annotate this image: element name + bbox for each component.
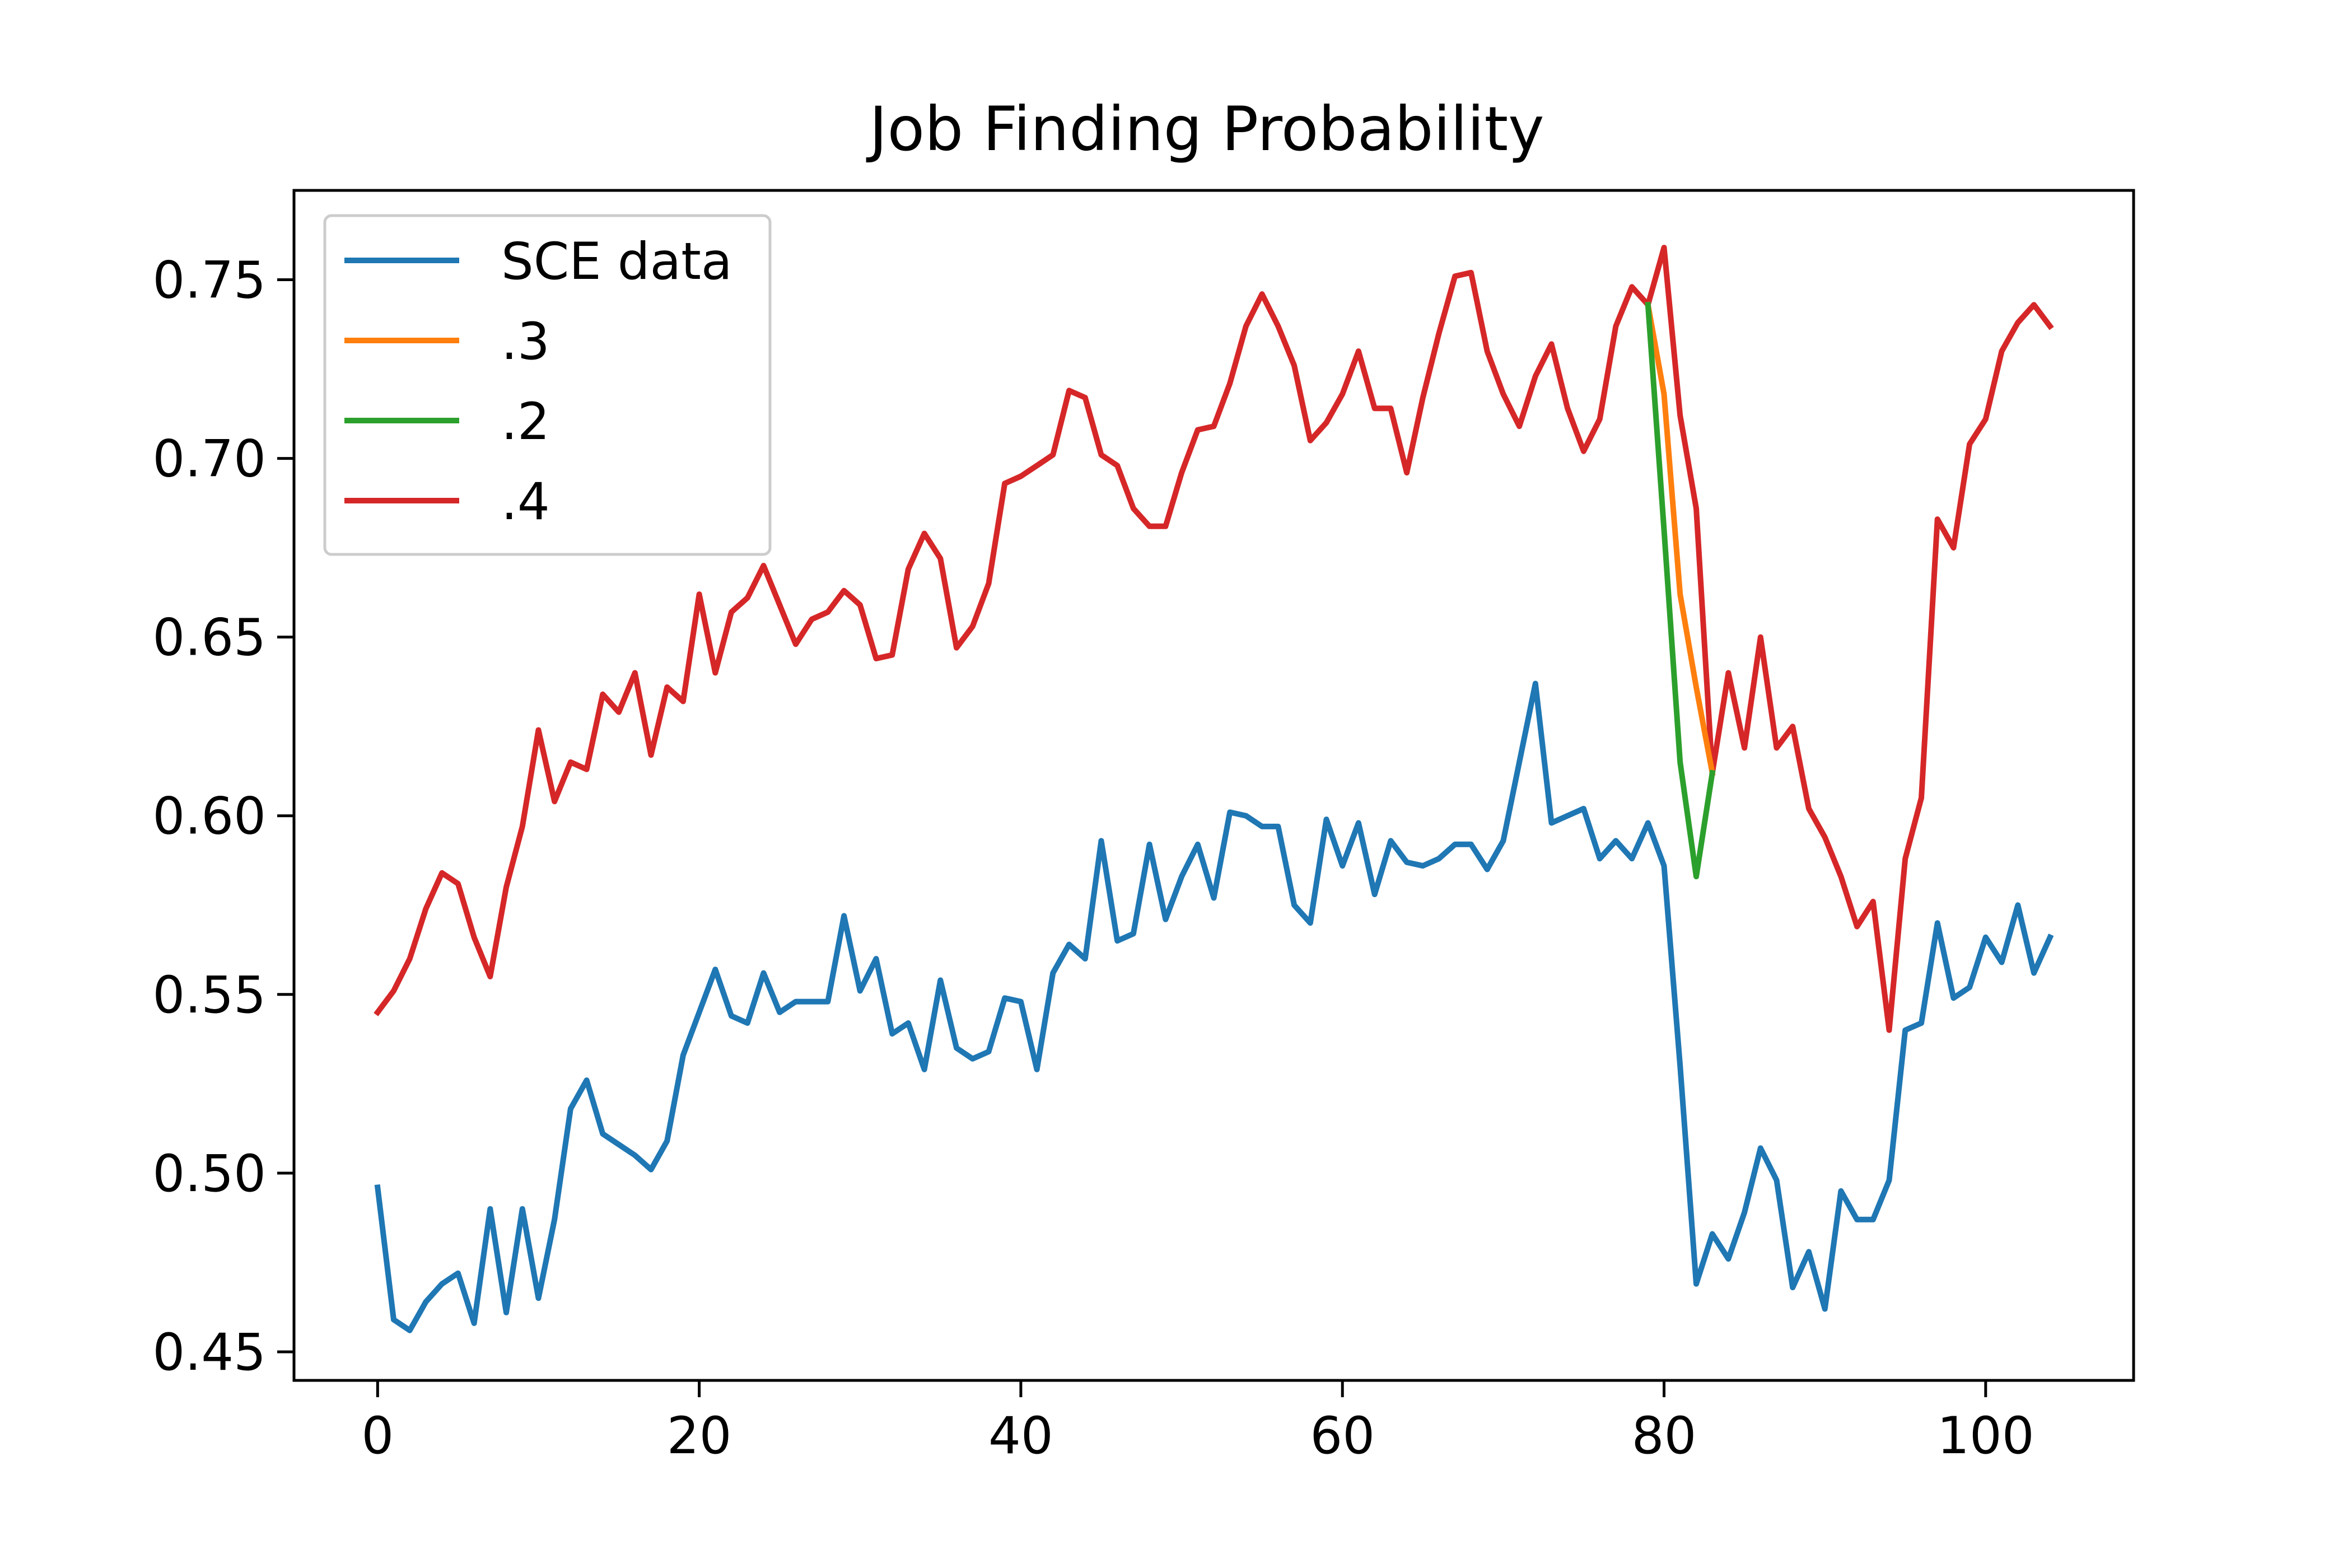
series-line-4 bbox=[374, 245, 2054, 1033]
y-tick-label: 0.75 bbox=[152, 251, 266, 310]
series-line-2 bbox=[1645, 301, 1716, 880]
x-tick-label: 40 bbox=[988, 1407, 1053, 1466]
y-tick-label: 0.55 bbox=[152, 966, 266, 1025]
x-axis: 0 20 40 60 80 100 bbox=[361, 1380, 2034, 1466]
legend: SCE data .3 .2 .4 bbox=[323, 214, 772, 556]
plot-area bbox=[374, 245, 2054, 1333]
y-tick-label: 0.45 bbox=[152, 1323, 266, 1382]
x-tick-label: 60 bbox=[1310, 1407, 1375, 1466]
y-axis: 0.45 0.50 0.55 0.60 0.65 0.70 0.75 bbox=[152, 251, 294, 1382]
legend-label: .3 bbox=[501, 312, 550, 371]
x-tick-label: 20 bbox=[667, 1407, 732, 1466]
legend-label: SCE data bbox=[501, 232, 732, 291]
series-line-3 bbox=[1644, 301, 1716, 777]
y-tick-label: 0.60 bbox=[152, 787, 266, 846]
legend-label: .2 bbox=[501, 393, 550, 451]
legend-label: .4 bbox=[501, 473, 550, 531]
y-tick-label: 0.50 bbox=[152, 1145, 266, 1203]
chart-title: Job Finding Probability bbox=[866, 94, 1544, 165]
x-tick-label: 80 bbox=[1632, 1407, 1697, 1466]
series-line-sce-data bbox=[374, 680, 2054, 1333]
y-tick-label: 0.65 bbox=[152, 609, 266, 668]
x-tick-label: 0 bbox=[361, 1407, 394, 1466]
legend-box bbox=[323, 214, 772, 556]
axes-frame bbox=[292, 189, 2135, 1382]
y-tick-label: 0.70 bbox=[152, 430, 266, 489]
x-tick-label: 100 bbox=[1937, 1407, 2034, 1466]
